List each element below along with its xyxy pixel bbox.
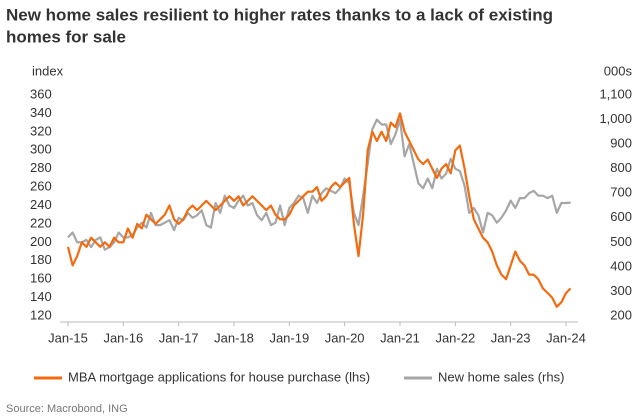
x-tick-label: Jan-22 [435, 330, 475, 345]
x-tick-label: Jan-19 [269, 330, 309, 345]
y2-tick-label: 500 [610, 234, 632, 249]
y2-tick-label: 700 [610, 185, 632, 200]
y-axis-label: index [32, 63, 64, 78]
chart-title: homes for sale [6, 27, 126, 46]
y-tick-label: 300 [30, 142, 52, 157]
y-tick-label: 220 [30, 215, 52, 230]
y-tick-label: 140 [30, 289, 52, 304]
y2-tick-label: 800 [610, 160, 632, 175]
x-tick-label: Jan-21 [380, 330, 420, 345]
y2-tick-label: 1,000 [599, 111, 632, 126]
y-tick-label: 160 [30, 271, 52, 286]
y-tick-label: 120 [30, 307, 52, 322]
chart-title: New home sales resilient to higher rates… [6, 5, 553, 24]
y-tick-label: 340 [30, 105, 52, 120]
y2-tick-label: 400 [610, 258, 632, 273]
y2-tick-label: 200 [610, 307, 632, 322]
y-tick-label: 260 [30, 179, 52, 194]
y2-tick-label: 1,100 [599, 86, 632, 101]
y2-tick-label: 900 [610, 136, 632, 151]
y-tick-label: 240 [30, 197, 52, 212]
legend-label: New home sales (rhs) [438, 369, 564, 384]
x-tick-label: Jan-15 [48, 330, 88, 345]
x-tick-label: Jan-16 [103, 330, 143, 345]
y2-tick-label: 300 [610, 283, 632, 298]
x-tick-label: Jan-24 [546, 330, 586, 345]
y-tick-label: 280 [30, 160, 52, 175]
y2-axis-label: 000s [604, 63, 633, 78]
source: Source: Macrobond, ING [6, 403, 128, 415]
x-tick-label: Jan-20 [325, 330, 365, 345]
y2-tick-label: 600 [610, 209, 632, 224]
y-tick-label: 360 [30, 86, 52, 101]
y-tick-label: 180 [30, 252, 52, 267]
x-tick-label: Jan-18 [214, 330, 254, 345]
series-line [67, 118, 571, 251]
y-tick-label: 320 [30, 123, 52, 138]
x-tick-label: Jan-17 [159, 330, 199, 345]
series-line [66, 112, 572, 308]
x-tick-label: Jan-23 [491, 330, 531, 345]
legend-label: MBA mortgage applications for house purc… [68, 369, 370, 384]
y-tick-label: 200 [30, 234, 52, 249]
